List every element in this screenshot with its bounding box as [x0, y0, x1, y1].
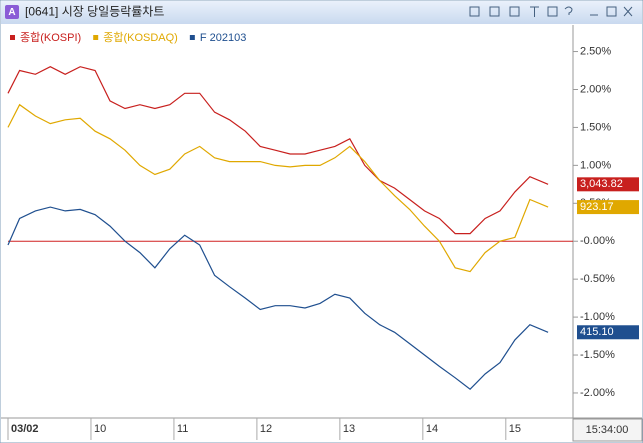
time-label: 15:34:00 [586, 424, 629, 436]
time-box [572, 418, 643, 442]
x-tick-label: 14 [426, 423, 438, 435]
series-line [7, 103, 549, 273]
last-value-box [577, 177, 639, 192]
y-tick-label: -1.00% [580, 311, 615, 323]
toolbar [469, 6, 633, 17]
last-value-label: 415.10 [580, 326, 614, 338]
tool-button[interactable] [509, 6, 520, 17]
legend-swatch [189, 35, 195, 40]
y-tick-label: -0.50% [580, 273, 615, 285]
last-value-box [577, 325, 639, 340]
series-line [7, 66, 549, 235]
y-tick-label: -2.00% [580, 387, 615, 399]
tool-button[interactable] [469, 6, 480, 17]
close-button[interactable] [623, 6, 633, 17]
y-tick-label: 1.00% [580, 159, 611, 171]
legend-label: 종합(KOSDAQ) [103, 31, 178, 44]
last-value-label: 923.17 [580, 201, 614, 213]
last-value-label: 3,043.82 [580, 178, 623, 190]
title-bar [1, 1, 642, 24]
series-line [7, 206, 549, 390]
help-button[interactable] [564, 6, 573, 15]
x-tick-label: 13 [343, 423, 355, 435]
plot: 2.50%2.00%1.50%1.00%0.50%-0.00%-0.50%-1.… [7, 31, 639, 440]
maximize-button[interactable] [606, 6, 617, 17]
last-value-box [577, 200, 639, 215]
x-tick-label: 12 [260, 423, 272, 435]
y-tick-label: 2.00% [580, 83, 611, 95]
x-tick-label: 15 [509, 423, 521, 435]
y-tick-label: -1.50% [580, 349, 615, 361]
y-tick-label: 1.50% [580, 121, 611, 133]
tool-button[interactable] [547, 6, 558, 17]
y-tick-label: -0.00% [580, 235, 615, 247]
tool-button[interactable] [530, 6, 539, 17]
legend-swatch [10, 35, 15, 40]
legend-label: F 202103 [200, 32, 246, 44]
x-tick-label: 11 [177, 423, 188, 435]
window-title: [0641] 시장 당일등락률차트 [25, 5, 164, 19]
legend-label: 종합(KOSPI) [20, 31, 81, 44]
app-icon [5, 5, 19, 19]
x-tick-label: 03/02 [11, 423, 39, 435]
legend-swatch [93, 35, 99, 40]
tool-button[interactable] [489, 6, 500, 17]
y-tick-label: 2.50% [580, 45, 611, 57]
x-tick-label: 10 [94, 423, 106, 435]
app-icon-label: A [8, 7, 15, 18]
